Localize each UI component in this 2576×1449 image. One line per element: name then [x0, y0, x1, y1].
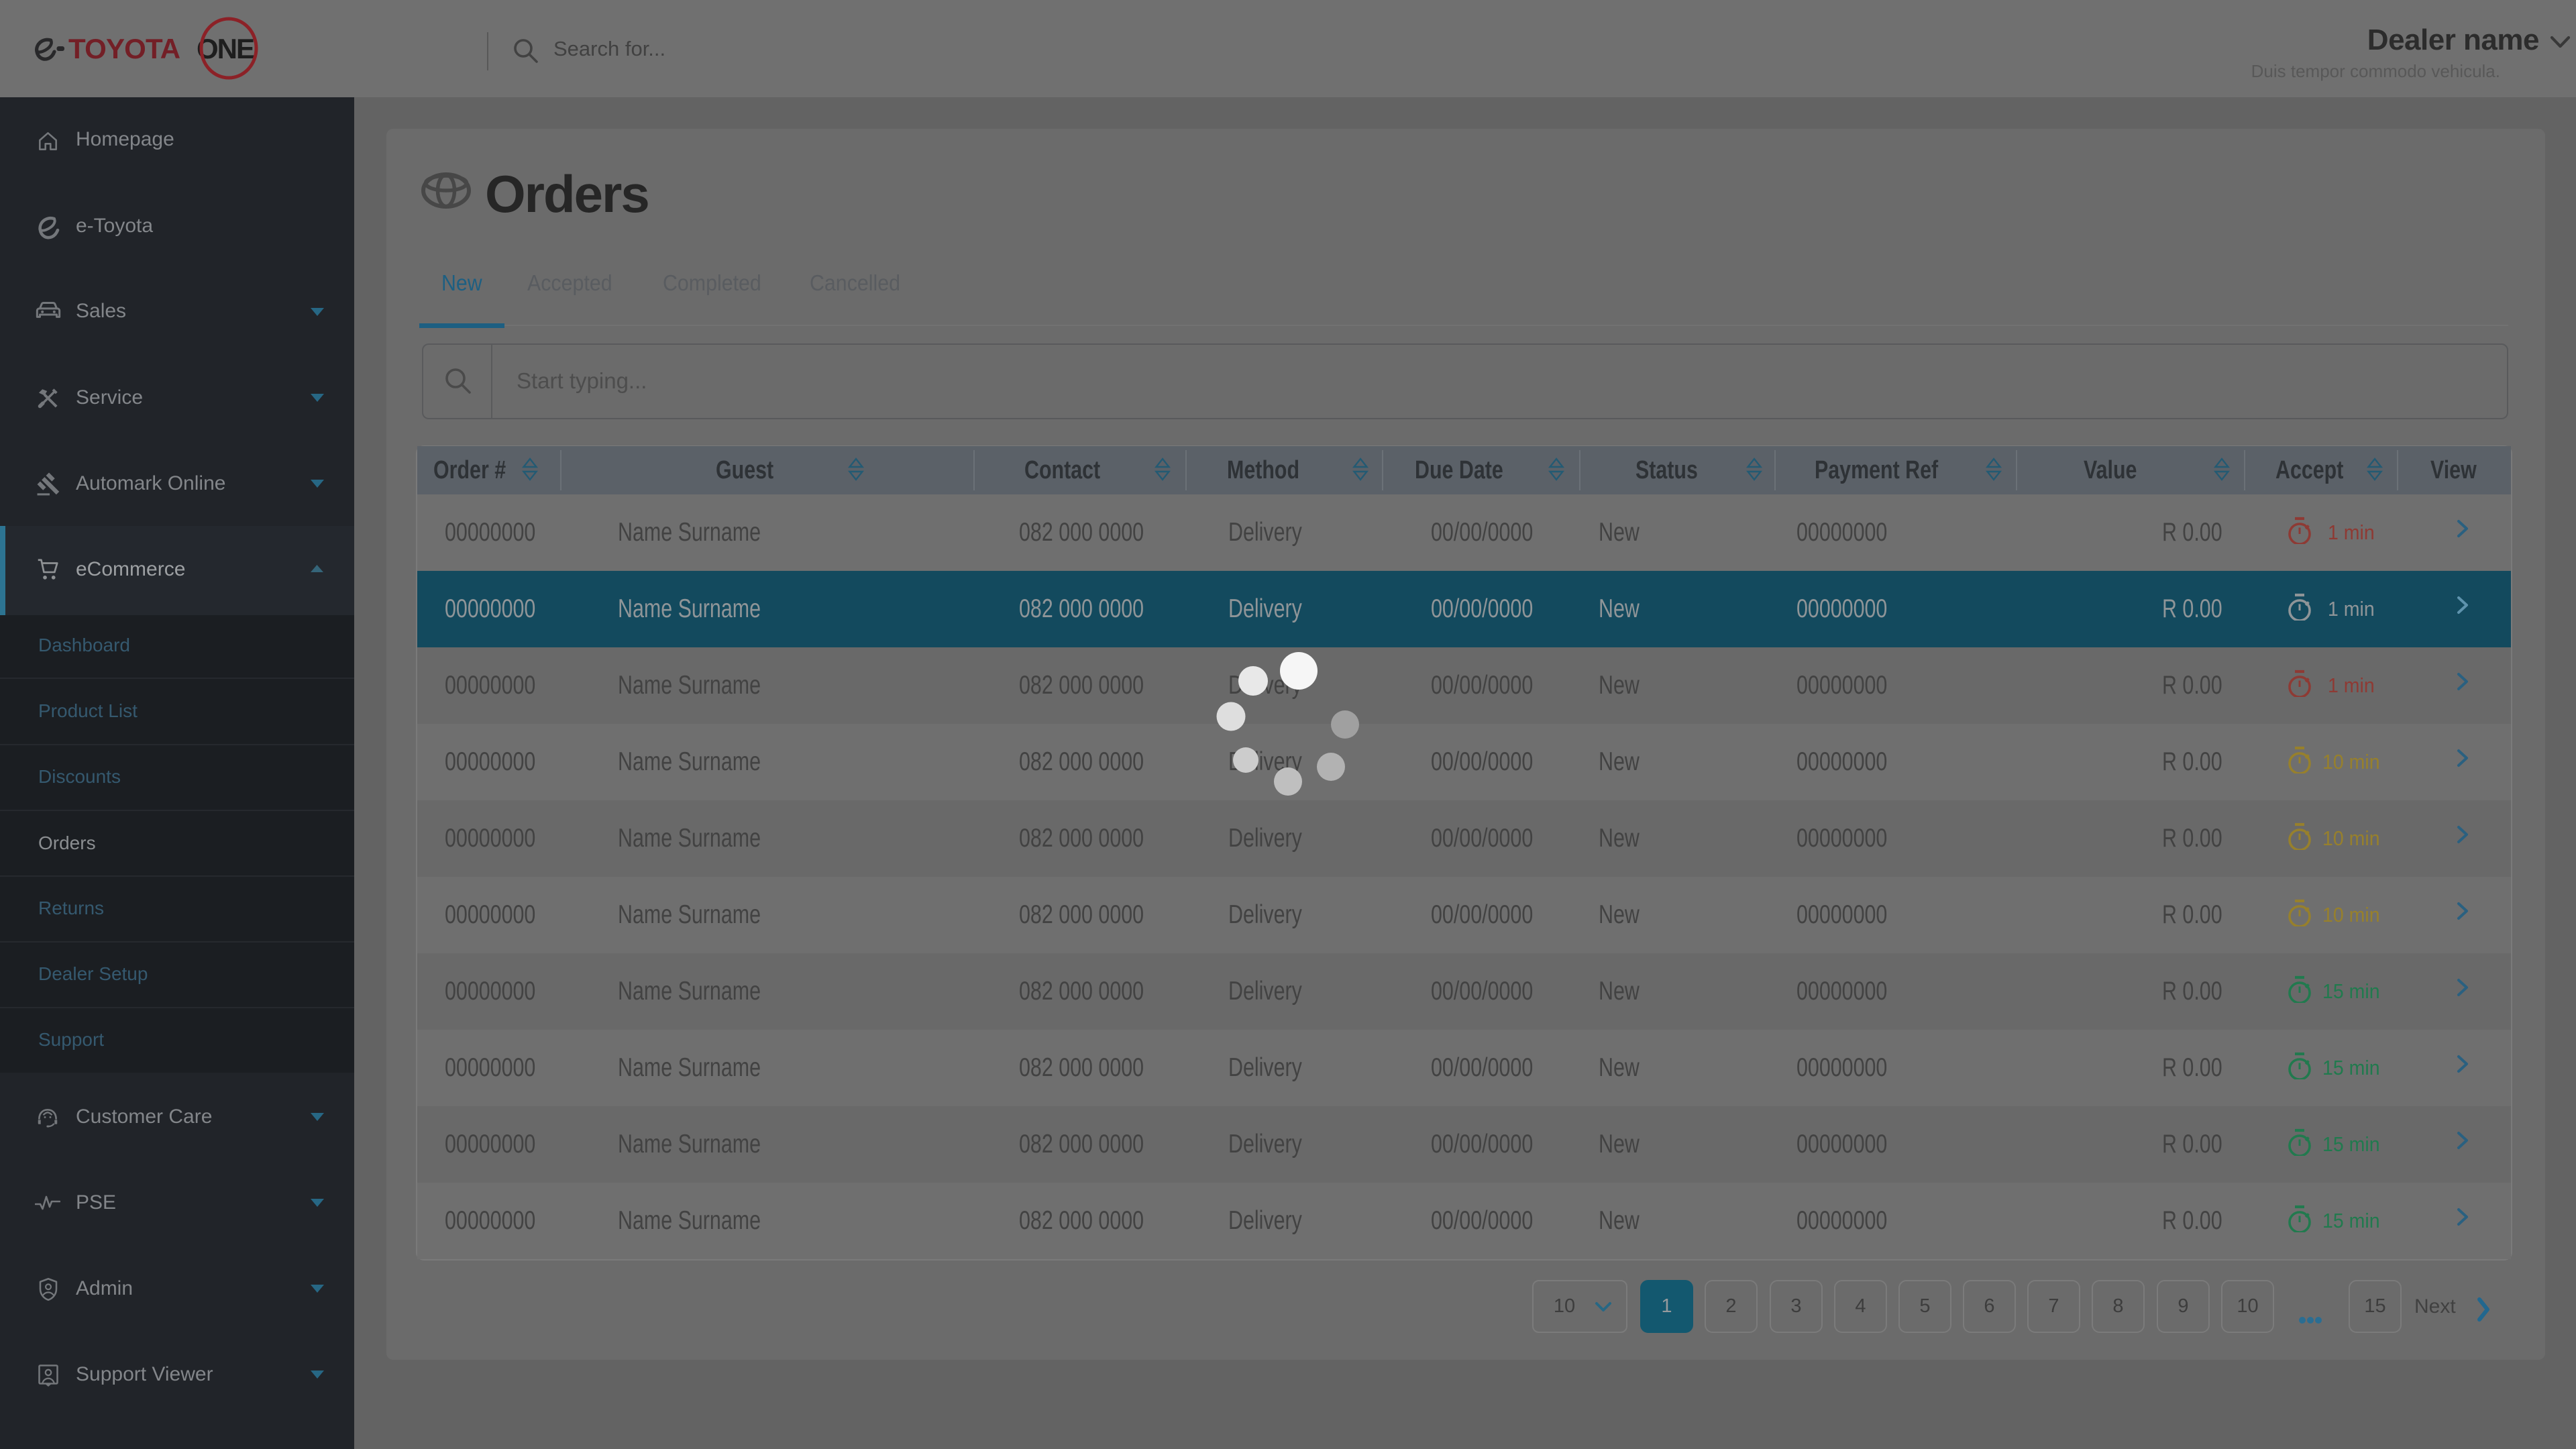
- svg-text:ONE: ONE: [197, 33, 254, 64]
- svg-text:TOYOTA: TOYOTA: [68, 33, 180, 64]
